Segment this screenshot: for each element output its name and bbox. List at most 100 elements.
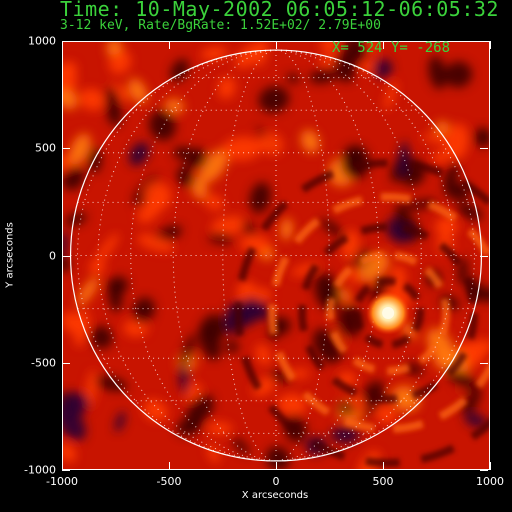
bright-blob xyxy=(143,399,168,422)
dark-blob xyxy=(207,233,234,244)
dark-blob xyxy=(444,61,473,88)
solar-map-image[interactable] xyxy=(62,41,490,470)
dark-blob xyxy=(428,55,447,90)
bright-blob xyxy=(434,121,450,134)
bright-blob xyxy=(217,76,236,99)
y-tick-mark xyxy=(62,148,70,150)
y-tick-label: 0 xyxy=(49,249,56,262)
bright-blob xyxy=(123,319,149,337)
dark-blob xyxy=(180,333,195,369)
bright-blob xyxy=(421,134,457,144)
bright-blob xyxy=(94,233,119,264)
flare-source-core xyxy=(382,306,395,319)
bright-blob xyxy=(78,88,106,111)
bright-blob xyxy=(108,49,132,74)
x-tick-mark xyxy=(276,41,277,49)
bright-blob xyxy=(255,344,271,366)
dark-blob xyxy=(148,110,176,141)
dark-blob xyxy=(176,172,196,187)
dark-blob xyxy=(372,58,393,79)
emission-rings xyxy=(234,159,490,467)
y-tick-mark xyxy=(62,255,70,257)
x-tick-mark xyxy=(62,462,63,470)
dark-blob xyxy=(258,86,290,113)
bright-blob xyxy=(207,444,220,463)
x-tick-mark xyxy=(490,462,491,470)
bright-blob xyxy=(435,216,458,237)
image-title: Time: 10-May-2002 06:05:12-06:05:32 xyxy=(60,0,499,21)
modulation-ring xyxy=(268,193,490,433)
bright-blob xyxy=(277,393,307,416)
cursor-coordinate-readout: X= 524 Y= -268 xyxy=(332,40,451,56)
bright-blob xyxy=(433,150,449,164)
dark-blob xyxy=(443,161,460,189)
y-tick-label: 500 xyxy=(35,141,56,155)
x-tick-label: 500 xyxy=(372,475,394,488)
modulation-ring xyxy=(326,250,451,375)
y-tick-label: 1000 xyxy=(28,34,56,48)
dark-blob xyxy=(179,363,190,395)
y-tick-mark xyxy=(480,362,488,364)
y-tick-mark xyxy=(480,470,488,471)
x-tick-mark xyxy=(169,41,170,49)
dark-blob xyxy=(457,257,468,285)
dark-blob xyxy=(330,427,360,444)
bright-blob xyxy=(85,370,97,409)
bright-blob xyxy=(69,133,91,166)
dark-blob xyxy=(457,203,483,221)
bright-blob xyxy=(206,422,233,435)
y-tick-mark xyxy=(62,470,70,471)
y-tick-label: -1000 xyxy=(24,463,56,477)
dark-blob xyxy=(462,387,481,416)
dark-blob xyxy=(320,218,346,239)
bright-blob xyxy=(300,129,320,153)
dark-blob xyxy=(265,446,291,470)
bright-blob xyxy=(200,46,228,61)
dark-blob xyxy=(62,166,85,190)
dark-blob xyxy=(108,280,123,313)
y-tick-label: -500 xyxy=(31,356,56,370)
bright-blob xyxy=(74,310,90,347)
image-subtitle: 3-12 keV, Rate/BgRate: 1.52E+02/ 2.79E+0… xyxy=(60,18,381,33)
modulation-ring xyxy=(352,276,425,349)
dark-blob xyxy=(128,142,150,166)
bright-blob xyxy=(383,81,398,111)
bright-blob xyxy=(259,132,284,155)
bright-blob xyxy=(204,194,224,211)
y-tick-mark xyxy=(480,148,488,150)
solar-map-plot[interactable] xyxy=(62,41,490,470)
bright-blob xyxy=(445,123,469,161)
bright-blob xyxy=(240,234,271,254)
bright-blob xyxy=(128,78,148,104)
bright-blob xyxy=(191,176,208,200)
bright-blob xyxy=(257,41,268,67)
bright-blob xyxy=(211,215,246,237)
x-tick-mark xyxy=(62,41,63,49)
bright-blob xyxy=(137,234,174,252)
x-tick-label: 1000 xyxy=(476,475,504,488)
bright-blob xyxy=(390,265,406,294)
bright-blob xyxy=(62,154,74,173)
bright-blob xyxy=(338,287,352,303)
dark-blob xyxy=(398,141,409,178)
bright-blob xyxy=(164,98,185,114)
dark-blob xyxy=(132,297,155,324)
y-axis-label: Y arcseconds xyxy=(4,222,16,288)
meridian-line xyxy=(172,49,277,462)
x-tick-label: -1000 xyxy=(46,475,78,488)
dark-blob xyxy=(249,182,271,214)
bright-blob xyxy=(252,288,272,302)
dark-blob xyxy=(309,68,337,84)
dark-blob xyxy=(176,416,203,436)
bright-blob xyxy=(375,405,397,424)
dark-blob xyxy=(232,436,250,456)
y-tick-mark xyxy=(480,255,488,257)
modulation-ring xyxy=(234,159,490,467)
x-tick-mark xyxy=(383,462,384,470)
dark-blob xyxy=(405,363,424,376)
bright-blob xyxy=(280,218,293,241)
dark-blob xyxy=(395,203,408,228)
bright-blob xyxy=(463,344,484,367)
y-tick-mark xyxy=(62,41,70,42)
